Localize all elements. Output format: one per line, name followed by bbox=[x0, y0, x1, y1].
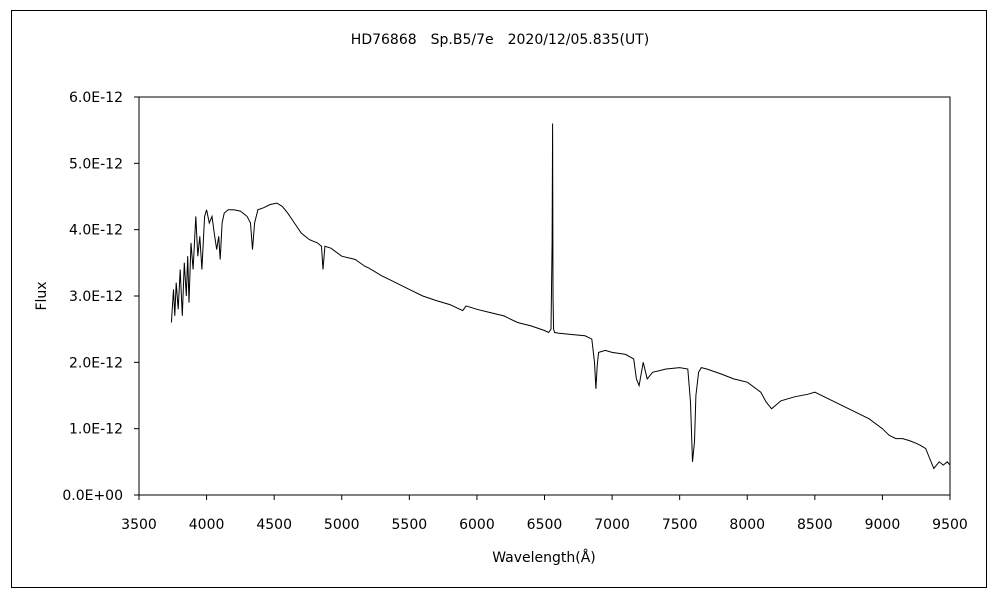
y-tick-label: 4.0E-12 bbox=[69, 223, 123, 239]
plot-area bbox=[138, 96, 951, 496]
x-axis: 3500 4000 4500 5000 5500 6000 6500 7000 7500 8000… bbox=[121, 495, 968, 533]
chart-title: HD76868 Sp.B5/7e 2020/12/05.835(UT) bbox=[351, 32, 649, 48]
y-tick-label: 2.0E-12 bbox=[69, 355, 123, 371]
x-axis-label: Wavelength(Å) bbox=[492, 549, 596, 566]
y-tick-label: 5.0E-12 bbox=[69, 156, 123, 172]
x-tick-label: 4000 bbox=[189, 517, 225, 533]
y-axis-label: Flux bbox=[34, 281, 50, 310]
x-tick-label: 6500 bbox=[527, 517, 563, 533]
y-axis: 0.0E+00 1.0E-12 2.0E-12 3.0E-12 4.0E-12 5.0E-… bbox=[62, 90, 139, 504]
x-tick-label: 9500 bbox=[932, 517, 968, 533]
x-tick-label: 4500 bbox=[256, 517, 292, 533]
y-tick-label: 0.0E+00 bbox=[62, 488, 123, 504]
x-tick-label: 7000 bbox=[594, 517, 630, 533]
x-tick-label: 9000 bbox=[865, 517, 901, 533]
x-tick-label: 3500 bbox=[121, 517, 157, 533]
y-tick-label: 1.0E-12 bbox=[69, 422, 123, 438]
y-tick-label: 6.0E-12 bbox=[69, 90, 123, 106]
x-tick-label: 6000 bbox=[459, 517, 495, 533]
spectrum-line bbox=[170, 123, 951, 470]
chart-frame bbox=[11, 10, 987, 588]
x-tick-label: 7500 bbox=[662, 517, 698, 533]
x-tick-label: 5500 bbox=[392, 517, 428, 533]
y-tick-label: 3.0E-12 bbox=[69, 289, 123, 305]
x-tick-label: 8500 bbox=[797, 517, 833, 533]
x-tick-label: 5000 bbox=[324, 517, 360, 533]
x-tick-label: 8000 bbox=[729, 517, 765, 533]
